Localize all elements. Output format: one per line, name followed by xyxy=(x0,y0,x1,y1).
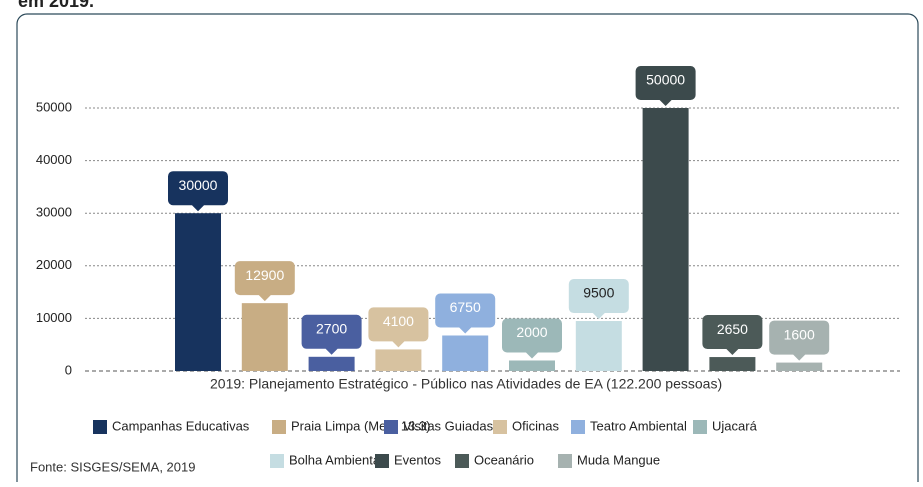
legend-swatch xyxy=(571,420,585,434)
legend-label: Ujacará xyxy=(712,418,758,433)
callout xyxy=(702,315,763,356)
bar xyxy=(375,349,422,371)
bar xyxy=(442,335,489,371)
callout xyxy=(435,293,496,334)
y-tick-label: 50000 xyxy=(36,99,72,114)
legend-swatch xyxy=(493,420,507,434)
bar xyxy=(509,360,555,371)
data-label: 1600 xyxy=(784,326,815,342)
y-tick-label: 30000 xyxy=(36,205,72,220)
callout xyxy=(568,279,629,320)
legend-label: Teatro Ambiental xyxy=(590,418,687,433)
data-label: 2650 xyxy=(717,321,748,337)
legend-swatch xyxy=(93,420,107,434)
data-label: 2000 xyxy=(516,324,547,340)
legend-swatch xyxy=(558,454,572,468)
legend-swatch xyxy=(693,420,707,434)
bar xyxy=(241,303,288,371)
callout xyxy=(168,171,228,212)
legend-label: Visitas Guiadas xyxy=(403,418,494,433)
legend-label: Campanhas Educativas xyxy=(112,418,250,433)
bar xyxy=(642,108,689,371)
legend-label: Muda Mangue xyxy=(577,452,660,467)
callout xyxy=(502,318,562,359)
legend-swatch xyxy=(270,454,284,468)
data-label: 4100 xyxy=(383,313,414,329)
legend-label: Oficinas xyxy=(512,418,559,433)
callout xyxy=(635,66,696,106)
data-label: 50000 xyxy=(646,72,685,88)
bar xyxy=(709,357,756,371)
y-tick-label: 20000 xyxy=(36,257,72,272)
bar xyxy=(776,362,823,371)
legend-swatch xyxy=(272,420,286,434)
frame xyxy=(16,13,919,487)
y-tick-label: 40000 xyxy=(36,152,72,167)
legend-label: Bolha Ambiental xyxy=(289,452,383,467)
data-label: 30000 xyxy=(179,177,218,193)
bar xyxy=(575,321,622,371)
legend-label: Oceanário xyxy=(474,452,534,467)
heading: em 2019. xyxy=(18,0,94,11)
source: Fonte: SISGES/SEMA, 2019 xyxy=(30,459,195,474)
x-axis-label: 2019: Planejamento Estratégico - Público… xyxy=(210,376,722,392)
callout xyxy=(368,307,429,348)
callout xyxy=(301,314,362,355)
legend-swatch xyxy=(455,454,469,468)
data-label: 6750 xyxy=(450,299,481,315)
legend-swatch xyxy=(384,420,398,434)
data-label: 12900 xyxy=(245,267,284,283)
bar xyxy=(308,356,355,371)
legend-swatch xyxy=(375,454,389,468)
callout xyxy=(234,261,295,302)
data-label: 2700 xyxy=(316,321,347,337)
y-tick-label: 10000 xyxy=(36,310,72,325)
bar xyxy=(175,213,221,371)
data-label: 9500 xyxy=(583,285,614,301)
y-tick-label: 0 xyxy=(65,362,72,377)
legend-label: Eventos xyxy=(394,452,441,467)
callout xyxy=(769,320,830,361)
